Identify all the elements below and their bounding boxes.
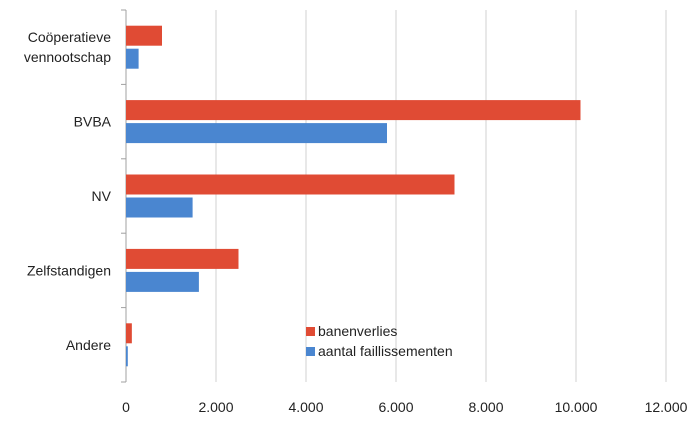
legend-swatch	[306, 347, 315, 356]
x-tick-label: 10.000	[555, 399, 598, 415]
category-label: BVBA	[74, 114, 112, 130]
bar-banenverlies	[126, 323, 132, 344]
category-label: Andere	[66, 337, 111, 353]
category-label: Zelfstandigen	[27, 262, 111, 278]
legend-label: aantal faillissementen	[318, 343, 453, 359]
x-tick-label: 6.000	[378, 399, 413, 415]
x-tick-label: 4.000	[288, 399, 323, 415]
bar-aantal-faillissementen	[126, 48, 139, 69]
bar-banenverlies	[126, 25, 162, 46]
bar-aantal-faillissementen	[126, 346, 128, 367]
axes	[121, 9, 127, 383]
x-tick-label: 2.000	[198, 399, 233, 415]
legend-label: banenverlies	[318, 323, 397, 339]
category-label: NV	[92, 188, 112, 204]
x-tick-label: 12.000	[645, 399, 688, 415]
x-tick-label: 0	[122, 399, 130, 415]
category-labels: Coöperatieve vennootschap BVBA NV Zelfstandi…	[24, 29, 112, 353]
bar-banenverlies	[126, 100, 581, 121]
bars	[126, 25, 581, 367]
bar-aantal-faillissementen	[126, 123, 387, 144]
x-tick-label: 8.000	[468, 399, 503, 415]
legend-swatch	[306, 327, 315, 336]
bar-aantal-faillissementen	[126, 271, 199, 292]
gridlines	[215, 10, 667, 382]
x-tick-labels: 0 2.000 4.000 6.000 8.000 10.000 12.000	[122, 399, 688, 415]
bar-aantal-faillissementen	[126, 197, 193, 218]
legend: banenverlies aantal faillissementen	[306, 323, 453, 359]
category-label: vennootschap	[24, 49, 111, 65]
category-label: Coöperatieve	[28, 29, 111, 45]
bar-banenverlies	[126, 248, 239, 269]
bar-banenverlies	[126, 174, 455, 195]
